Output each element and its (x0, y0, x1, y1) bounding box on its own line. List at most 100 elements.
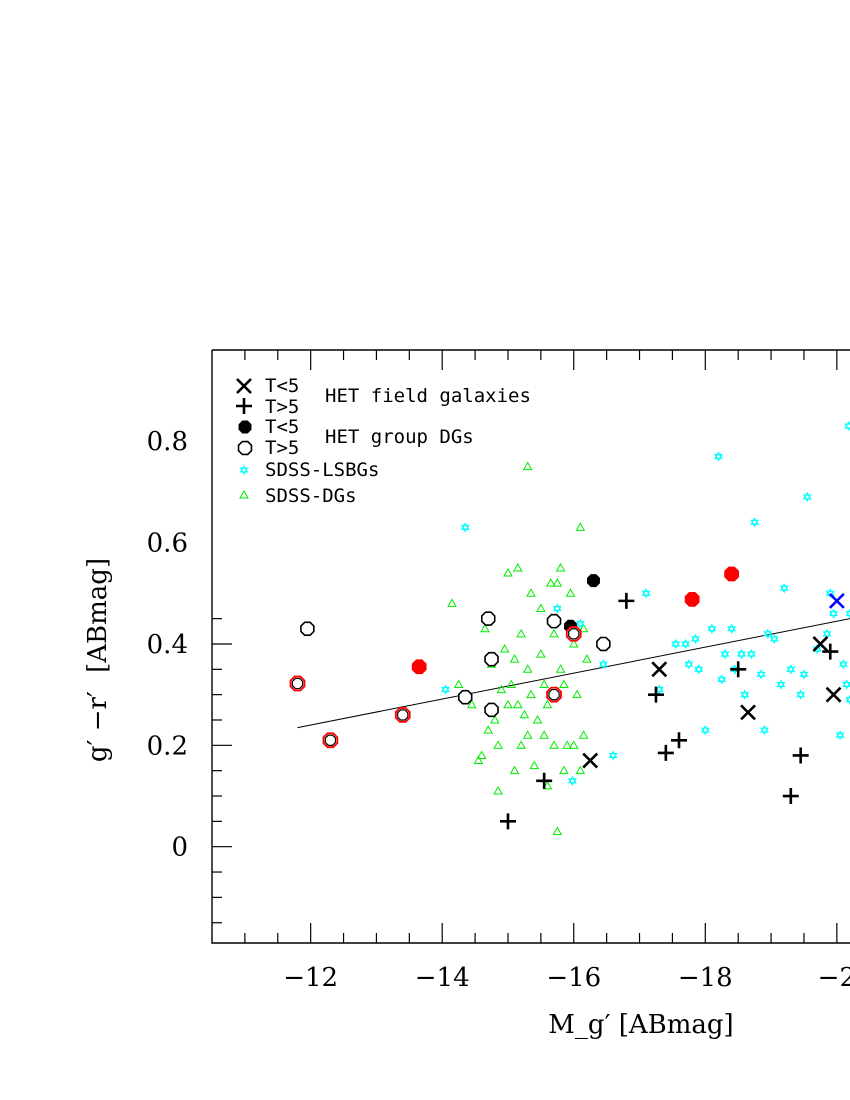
data-point (480, 611, 496, 626)
data-point (542, 699, 553, 709)
data-point (792, 747, 809, 764)
y-axis-title-unit: [ABmag] (83, 558, 113, 673)
data-point (300, 621, 315, 637)
data-point (670, 732, 687, 749)
axis-ticks (212, 350, 838, 943)
data-point (447, 598, 457, 607)
data-point (565, 625, 582, 642)
data-point (575, 765, 586, 775)
data-point (694, 664, 704, 675)
x-tick-label: −2 (818, 963, 850, 993)
series-het-field-t-lt5 (582, 592, 845, 769)
data-point (562, 740, 573, 749)
x-tick-label: −18 (678, 963, 733, 993)
data-point (799, 669, 809, 680)
data-point (453, 679, 464, 689)
legend-label-field-t-gt5: T>5 (265, 396, 299, 418)
y-axis-title-main: g′ −r′ (83, 691, 113, 762)
data-point (684, 659, 694, 670)
legend-symbol-group-t-gt5 (237, 440, 253, 456)
data-point (700, 725, 710, 736)
data-point (756, 669, 766, 680)
data-point (480, 623, 490, 633)
data-point (457, 689, 473, 705)
y-axis-title: g′ −r′ [ABmag] (83, 558, 113, 762)
data-point (657, 744, 674, 761)
data-point (493, 740, 503, 749)
data-point (522, 461, 533, 471)
data-point (489, 714, 500, 724)
data-point (782, 788, 799, 805)
data-point (568, 775, 577, 786)
data-point (724, 566, 739, 582)
axis-frame (211, 349, 850, 944)
y-tick-label: 0.4 (147, 630, 188, 660)
data-point (512, 562, 523, 572)
data-point (536, 603, 546, 612)
data-point (526, 588, 536, 597)
data-point (750, 517, 760, 528)
data-point (582, 752, 599, 769)
x-axis-title: M_g′ [ABmag] (548, 1010, 733, 1040)
data-point (539, 679, 550, 689)
legend-label-group-dgs: HET group DGs (325, 426, 474, 448)
y-tick-label: 0.8 (147, 427, 188, 457)
y-tick-label: 0.6 (147, 529, 188, 559)
data-point (289, 675, 306, 692)
data-point (707, 623, 717, 634)
data-point (779, 583, 789, 594)
series-red-ringed (289, 625, 582, 749)
data-point (322, 732, 339, 749)
series-red-filled (411, 566, 739, 675)
data-point (503, 568, 513, 577)
data-point (516, 740, 526, 749)
data-point (842, 679, 850, 690)
data-point (509, 765, 520, 775)
data-point (844, 420, 850, 432)
y-tick-label: 0.2 (147, 731, 188, 761)
data-point (522, 664, 533, 673)
data-point (549, 740, 559, 749)
plot-frame (211, 349, 850, 944)
data-point (536, 649, 546, 658)
data-point (503, 699, 513, 709)
data-point (681, 638, 690, 650)
legend-label-sdss-lsbgs: SDSS-LSBGs (265, 459, 379, 481)
data-point (460, 522, 470, 533)
data-point (568, 740, 579, 749)
data-point (484, 651, 499, 667)
data-point (714, 451, 723, 462)
data-point (506, 679, 517, 689)
data-point (476, 750, 487, 759)
data-point (740, 689, 750, 700)
x-tick-label: −16 (546, 963, 601, 993)
data-point (578, 623, 589, 633)
legend-symbol-field-t-lt5 (236, 378, 252, 394)
data-point (763, 628, 773, 639)
data-point (552, 603, 562, 614)
data-point (684, 591, 700, 607)
data-point (776, 679, 786, 690)
data-point (532, 714, 543, 724)
data-point (411, 659, 427, 675)
data-point (578, 730, 589, 739)
data-point (552, 826, 563, 835)
data-point (582, 654, 592, 663)
data-point (654, 684, 664, 695)
series-sdss-dg (447, 461, 592, 835)
data-point (499, 644, 510, 653)
data-point (647, 686, 664, 703)
legend: T<5 T>5 HET field galaxies T<5 T>5 HET g… (236, 375, 531, 507)
data-point (559, 679, 569, 689)
data-point (473, 755, 484, 765)
data-point (536, 772, 553, 789)
fit-line (297, 618, 850, 729)
data-point (829, 608, 838, 619)
data-point (720, 649, 730, 660)
y-tick-label: 0 (171, 833, 188, 863)
data-point (691, 633, 700, 644)
data-point (717, 674, 727, 685)
data-point (825, 686, 842, 703)
data-point (812, 636, 829, 652)
data-point (529, 760, 540, 770)
